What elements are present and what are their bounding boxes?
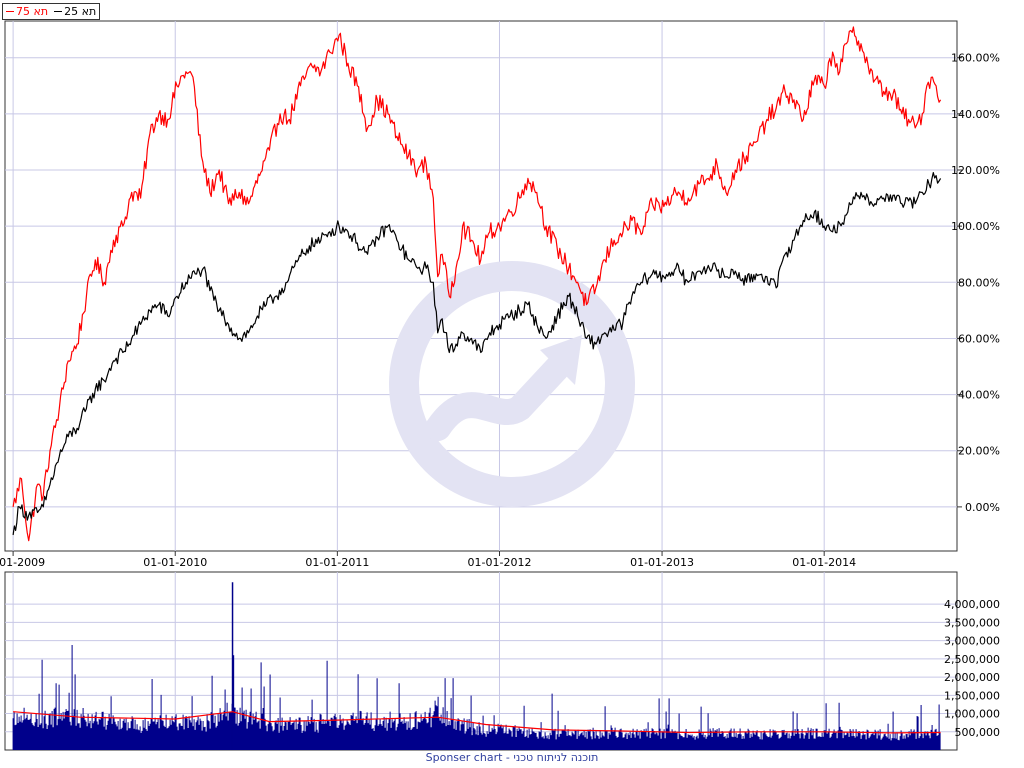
legend-swatch-black	[54, 11, 63, 12]
volume-y-tick-label: 1,500,000	[944, 689, 1000, 702]
price-y-axis: 0.00% 20.00% 40.00% 60.00% 80.00% 100.00% 120.…	[951, 52, 1000, 514]
watermark-arrowhead	[540, 335, 582, 385]
chart-legend: תא 75 תא 25	[2, 3, 101, 20]
x-tick-label: 01-01-2013	[630, 556, 694, 567]
y-tick-label: 80.00%	[958, 276, 1000, 289]
legend-label: תא 25	[64, 5, 97, 18]
volume-chart: 500,000 1,000,000 1,500,000 2,000,000 2,500,…	[4, 571, 1000, 751]
volume-y-tick-label: 2,500,000	[944, 653, 1000, 666]
volume-ma-line	[13, 711, 941, 734]
volume-y-tick-label: 1,000,000	[944, 708, 1000, 721]
volume-plot-frame	[4, 571, 958, 751]
y-tick-label: 60.00%	[958, 332, 1000, 345]
y-tick-label: 100.00%	[951, 220, 1000, 233]
x-tick-label: 01-01-2009	[0, 556, 45, 567]
volume-bar-group	[12, 645, 941, 750]
y-tick-label: 20.00%	[958, 445, 1000, 458]
price-series	[12, 26, 942, 542]
volume-moving-average	[13, 711, 941, 734]
volume-y-tick-label: 3,500,000	[944, 616, 1000, 629]
legend-label: תא 75	[16, 5, 49, 18]
watermark-ring	[389, 261, 635, 507]
footer-caption: Sponser chart - תוכנה לניתוח טכני	[425, 751, 599, 764]
volume-y-tick-label: 3,000,000	[944, 635, 1000, 648]
price-chart: 0.00% 20.00% 40.00% 60.00% 80.00% 100.00% 120.…	[0, 20, 1000, 567]
volume-y-axis: 500,000 1,000,000 1,500,000 2,000,000 2,500,…	[944, 598, 1000, 739]
volume-bars	[12, 582, 941, 750]
series-line-tase25	[12, 172, 942, 536]
x-tick-label: 01-01-2014	[792, 556, 856, 567]
watermark-arrow	[425, 352, 573, 441]
x-tick-label: 01-01-2011	[305, 556, 369, 567]
x-tick-label: 01-01-2012	[468, 556, 532, 567]
volume-grid	[5, 572, 957, 750]
volume-y-tick-label: 2,000,000	[944, 671, 1000, 684]
legend-swatch-red	[6, 11, 14, 12]
price-x-axis: 01-01-2009 01-01-2010 01-01-2011 01-01-2012…	[0, 551, 856, 567]
volume-y-tick-label: 4,000,000	[944, 598, 1000, 611]
y-tick-label: 140.00%	[951, 108, 1000, 121]
series-line-tase75	[12, 26, 942, 542]
volume-y-tick-label: 500,000	[955, 726, 1001, 739]
y-tick-label: 120.00%	[951, 164, 1000, 177]
legend-item-tase75: תא 75	[6, 5, 48, 18]
y-tick-label: 40.00%	[958, 389, 1000, 402]
legend-item-tase25: תא 25	[54, 5, 96, 18]
y-tick-label: 160.00%	[951, 52, 1000, 65]
x-tick-label: 01-01-2010	[143, 556, 207, 567]
watermark-logo-icon	[389, 261, 635, 507]
y-tick-label: 0.00%	[965, 501, 1000, 514]
